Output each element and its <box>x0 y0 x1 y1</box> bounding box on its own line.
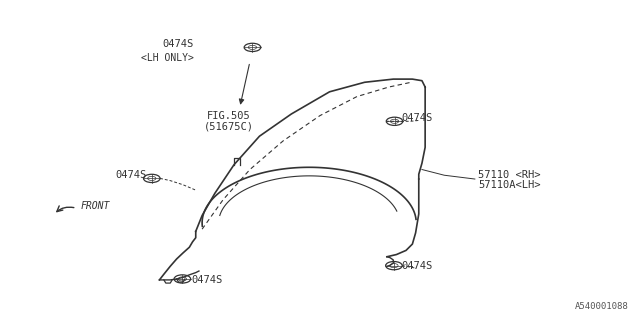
Text: 0474S: 0474S <box>191 275 223 285</box>
Text: FIG.505: FIG.505 <box>207 111 251 121</box>
Text: 0474S: 0474S <box>115 170 147 180</box>
Text: 57110 <RH>: 57110 <RH> <box>478 170 541 180</box>
Text: 0474S: 0474S <box>401 113 432 123</box>
Text: FRONT: FRONT <box>81 201 111 211</box>
Text: A540001088: A540001088 <box>575 302 629 311</box>
Text: (51675C): (51675C) <box>204 121 254 131</box>
Text: 0474S: 0474S <box>401 260 433 271</box>
Text: 0474S: 0474S <box>163 39 194 49</box>
Text: 57110A<LH>: 57110A<LH> <box>478 180 541 190</box>
Text: <LH ONLY>: <LH ONLY> <box>141 53 194 63</box>
